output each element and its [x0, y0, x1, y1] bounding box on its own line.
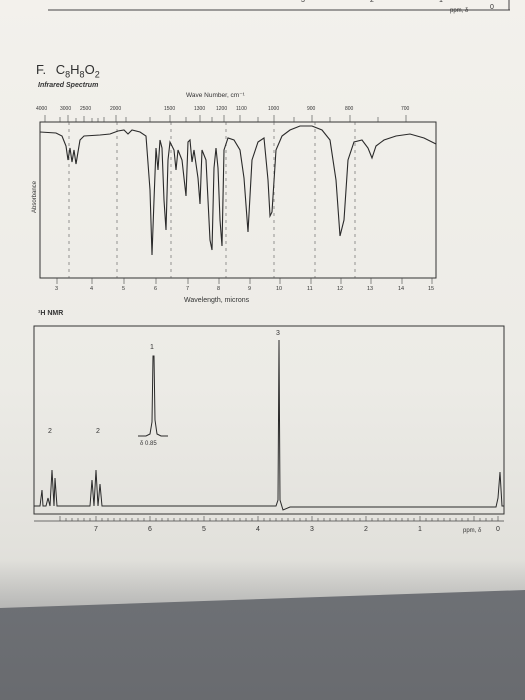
- nmr-section-title: ¹H NMR: [38, 310, 64, 317]
- ir-section-title: Infrared Spectrum: [38, 82, 99, 89]
- nmr-integration: 2: [48, 428, 52, 435]
- ir-bottom-tick: 10: [276, 286, 283, 292]
- prev-tick-3: 3: [301, 0, 305, 4]
- ir-bottom-tick: 13: [367, 286, 374, 292]
- nmr-inset-peak: [138, 355, 168, 437]
- nmr-integration: 1: [150, 344, 154, 351]
- ir-top-tick: 700: [401, 106, 410, 112]
- prev-tick-2: 2: [370, 0, 374, 4]
- ir-top-tick: 4000: [36, 106, 48, 112]
- ir-top-tick: 1300: [194, 106, 206, 112]
- ir-top-tick: 3000: [60, 106, 72, 112]
- ir-top-tick: 1200: [216, 106, 228, 112]
- nmr-tick: 1: [418, 526, 422, 533]
- ir-top-tick: 1500: [164, 106, 176, 112]
- nmr-tick: 0: [496, 526, 500, 533]
- nmr-tick: 2: [364, 526, 368, 533]
- ir-top-tick: 800: [345, 106, 354, 112]
- ir-top-tick: 2000: [110, 106, 122, 112]
- nmr-integration: 2: [96, 428, 100, 435]
- molecular-formula: C8H8O2: [55, 62, 100, 80]
- nmr-tick: 6: [148, 526, 152, 533]
- ir-bottom-tick: 8: [217, 286, 221, 292]
- nmr-tick: 7: [94, 526, 98, 533]
- nmr-tick: 4: [256, 526, 260, 533]
- nmr-ruler: [59, 516, 499, 521]
- previous-spectrum-fragment: 3 2 1 ppm, δ 0: [48, 0, 510, 22]
- ir-bottom-tick: 15: [428, 286, 435, 292]
- ir-bottom-tick: 9: [248, 286, 252, 292]
- ir-bottom-tick: 3: [55, 286, 59, 292]
- nmr-tick: 3: [310, 526, 314, 533]
- ir-trace: [39, 125, 437, 256]
- page-shadow: [0, 560, 525, 700]
- ir-top-tick: 900: [307, 106, 316, 112]
- nmr-ppm-label: ppm, δ: [463, 528, 482, 534]
- ir-bottom-tick: 6: [154, 286, 158, 292]
- nmr-inset-label: δ 0.85: [140, 441, 157, 447]
- nmr-trace: [34, 339, 504, 511]
- ir-bottom-tick: 11: [307, 286, 313, 292]
- nmr-integration: 3: [276, 330, 280, 337]
- ir-bottom-axis-title: Wavelength, microns: [184, 297, 250, 304]
- previous-spectrum-axis: [48, 0, 510, 11]
- problem-heading: F. C8H8O2: [36, 62, 100, 80]
- ir-bottom-tick: 12: [337, 286, 344, 292]
- ir-top-tick: 1000: [268, 106, 280, 112]
- ir-bottom-tick: 5: [122, 286, 126, 292]
- nmr-tick: 5: [202, 526, 206, 533]
- ir-bottom-tick: 14: [398, 286, 405, 292]
- ir-top-tick: 1100: [236, 106, 247, 112]
- ir-bottom-tick: 4: [90, 286, 94, 292]
- prev-tick-1: 1: [439, 0, 443, 4]
- ir-bottom-tick: 7: [186, 286, 190, 292]
- ir-top-tick: 2500: [80, 106, 92, 112]
- ir-top-axis-title: Wave Number, cm⁻¹: [186, 92, 245, 99]
- prev-ppm-label: ppm, δ: [450, 8, 469, 14]
- prev-tick-0: 0: [490, 4, 494, 11]
- problem-label: F.: [36, 62, 47, 77]
